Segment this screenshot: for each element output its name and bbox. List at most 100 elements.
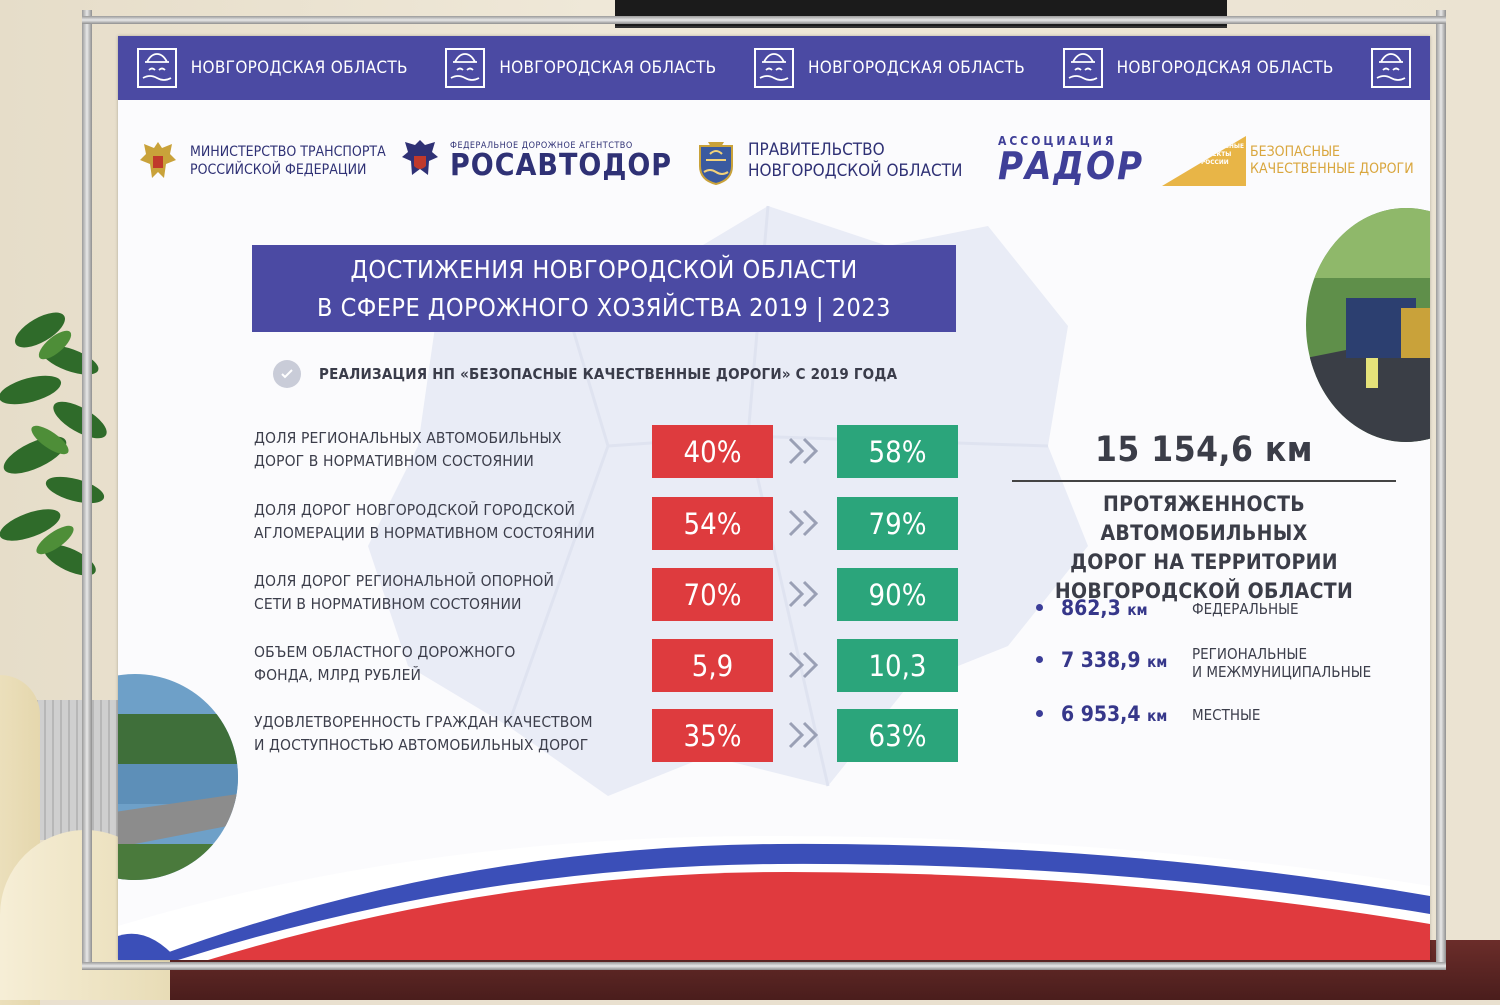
indicator-label: ОБЪЕМ ОБЛАСТНОГО ДОРОЖНОГО ФОНДА, МЛРД Р… — [254, 641, 634, 687]
header-unit: НОВГОРОДСКАЯ ОБЛАСТЬ — [136, 48, 408, 88]
frame-pipe-bottom — [82, 962, 1446, 970]
subtitle-row: РЕАЛИЗАЦИЯ НП «БЕЗОПАСНЫЕ КАЧЕСТВЕННЫЕ Д… — [273, 360, 897, 388]
total-length-block: 15 154,6 км ПРОТЯЖЕННОСТЬ АВТОМОБИЛЬНЫХ … — [1010, 430, 1398, 606]
bkd-line1: БЕЗОПАСНЫЕ — [1250, 144, 1341, 160]
breakdown-label-line2: И МЕЖМУНИЦИПАЛЬНЫЕ — [1192, 663, 1372, 681]
novgorod-coat-of-arms-icon — [699, 142, 733, 186]
indicator-label-line1: ДОЛЯ РЕГИОНАЛЬНЫХ АВТОМОБИЛЬНЫХ — [254, 429, 562, 447]
value-2023-badge: 79% — [837, 497, 958, 550]
press-wall-banner: НОВГОРОДСКАЯ ОБЛАСТЬ НОВГОРОДСКАЯ ОБЛАСТ… — [118, 36, 1430, 960]
header-region-bar: НОВГОРОДСКАЯ ОБЛАСТЬ НОВГОРОДСКАЯ ОБЛАСТ… — [118, 36, 1430, 100]
indicator-label: ДОЛЯ ДОРОГ НОВГОРОДСКОЙ ГОРОДСКОЙ АГЛОМЕ… — [254, 499, 634, 545]
rosavtodor-big-text: РОСАВТОДОР — [450, 148, 673, 183]
breakdown-label-line1: ФЕДЕРАЛЬНЫЕ — [1192, 600, 1299, 618]
rador-small-text: АССОЦИАЦИЯ — [998, 134, 1117, 148]
value-2019-badge: 40% — [652, 425, 773, 478]
indicator-label-line1: ОБЪЕМ ОБЛАСТНОГО ДОРОЖНОГО — [254, 643, 516, 661]
frame-pipe-right — [1436, 10, 1446, 970]
novgorod-emblem-icon — [753, 48, 794, 88]
indicator-row: УДОВЛЕТВОРЕННОСТЬ ГРАЖДАН КАЧЕСТВОМ И ДО… — [254, 709, 974, 763]
header-unit: НОВГОРОДСКАЯ ОБЛАСТЬ — [753, 48, 1026, 88]
value-2019-badge: 54% — [652, 497, 773, 550]
value-2019-badge: 35% — [652, 709, 773, 762]
value-2023-badge: 63% — [837, 709, 958, 762]
rador-logo: АССОЦИАЦИЯ РАДОР — [998, 134, 1145, 188]
indicator-label-line1: УДОВЛЕТВОРЕННОСТЬ ГРАЖДАН КАЧЕСТВОМ — [254, 713, 593, 731]
government-line1: ПРАВИТЕЛЬСТВО — [748, 140, 885, 160]
bullet-dot — [1036, 710, 1043, 717]
breakdown-label-line1: МЕСТНЫЕ — [1192, 706, 1261, 724]
double-headed-eagle-icon — [140, 142, 176, 178]
indicator-label: ДОЛЯ РЕГИОНАЛЬНЫХ АВТОМОБИЛЬНЫХ ДОРОГ В … — [254, 427, 634, 473]
double-chevron-right-icon — [788, 437, 819, 465]
government-line2: НОВГОРОДСКОЙ ОБЛАСТИ — [748, 161, 963, 181]
breakdown-value: 862,3 — [1061, 596, 1121, 620]
government-logo: ПРАВИТЕЛЬСТВО НОВГОРОДСКОЙ ОБЛАСТИ — [694, 136, 962, 186]
indicator-label-line2: СЕТИ В НОРМАТИВНОМ СОСТОЯНИИ — [254, 595, 522, 613]
bkd-logo: НАЦИОНАЛЬНЫЕ ПРОЕКТЫ РОССИИ БЕЗОПАСНЫЕ К… — [1162, 136, 1414, 186]
subtitle-text: РЕАЛИЗАЦИЯ НП «БЕЗОПАСНЫЕ КАЧЕСТВЕННЫЕ Д… — [319, 365, 898, 383]
rosavtodor-logo: ФЕДЕРАЛЬНОЕ ДОРОЖНОЕ АГЕНТСТВО РОСАВТОДО… — [400, 136, 672, 186]
eagle-shield-icon — [402, 140, 438, 175]
value-2023-badge: 10,3 — [837, 639, 958, 692]
header-region-label: НОВГОРОДСКАЯ ОБЛАСТЬ — [190, 58, 408, 78]
value-2019-badge: 70% — [652, 568, 773, 621]
indicator-label-line1: ДОЛЯ ДОРОГ НОВГОРОДСКОЙ ГОРОДСКОЙ — [254, 501, 576, 519]
total-desc-line3: НОВГОРОДСКОЙ ОБЛАСТИ — [1054, 579, 1354, 603]
total-length-value: 15 154,6 км — [1095, 430, 1313, 470]
header-region-label: НОВГОРОДСКАЯ ОБЛАСТЬ — [1116, 58, 1334, 78]
double-chevron-right-icon — [788, 651, 819, 679]
indicator-label-line2: ФОНДА, МЛРД РУБЛЕЙ — [254, 666, 422, 684]
total-desc-line1: ПРОТЯЖЕННОСТЬ АВТОМОБИЛЬНЫХ — [1100, 492, 1308, 545]
bullet-dot — [1036, 604, 1043, 611]
ministry-logo: МИНИСТЕРСТВО ТРАНСПОРТА РОССИЙСКОЙ ФЕДЕР… — [136, 136, 386, 186]
indicator-label: ДОЛЯ ДОРОГ РЕГИОНАЛЬНОЙ ОПОРНОЙ СЕТИ В Н… — [254, 570, 634, 616]
value-2019-badge: 5,9 — [652, 639, 773, 692]
indicator-row: ОБЪЕМ ОБЛАСТНОГО ДОРОЖНОГО ФОНДА, МЛРД Р… — [254, 639, 974, 693]
potted-plant — [0, 312, 107, 576]
value-2023-badge: 90% — [837, 568, 958, 621]
main-title: ДОСТИЖЕНИЯ НОВГОРОДСКОЙ ОБЛАСТИ В СФЕРЕ … — [252, 245, 956, 332]
breakdown-unit: км — [1147, 707, 1168, 725]
frame-pipe-top — [82, 16, 1446, 24]
header-unit: НОВГОРОДСКАЯ ОБЛАСТЬ — [445, 48, 716, 88]
tricolor-wave-decoration — [118, 836, 1430, 960]
indicator-row: ДОЛЯ РЕГИОНАЛЬНЫХ АВТОМОБИЛЬНЫХ ДОРОГ В … — [254, 425, 974, 479]
bullet-dot — [1036, 656, 1043, 663]
frame-pipe-left — [82, 10, 92, 970]
rador-big-text: РАДОР — [998, 144, 1145, 188]
radiator — [22, 700, 132, 840]
header-region-label: НОВГОРОДСКАЯ ОБЛАСТЬ — [499, 58, 717, 78]
np-badge-line1: НАЦИОНАЛЬНЫЕ — [1185, 142, 1244, 150]
breakdown-value: 7 338,9 — [1061, 648, 1141, 672]
value-2023-badge: 58% — [837, 425, 958, 478]
total-divider — [1012, 480, 1396, 482]
indicator-row: ДОЛЯ ДОРОГ НОВГОРОДСКОЙ ГОРОДСКОЙ АГЛОМЕ… — [254, 497, 974, 551]
ministry-line1: МИНИСТЕРСТВО ТРАНСПОРТА — [190, 144, 386, 160]
novgorod-emblem-icon — [445, 48, 486, 88]
total-length-description: ПРОТЯЖЕННОСТЬ АВТОМОБИЛЬНЫХ ДОРОГ НА ТЕР… — [1010, 490, 1398, 606]
total-desc-line2: ДОРОГ НА ТЕРРИТОРИИ — [1070, 550, 1338, 574]
novgorod-emblem-icon — [1062, 48, 1103, 88]
title-line2: В СФЕРЕ ДОРОЖНОГО ХОЗЯЙСТВА 2019 | 2023 — [317, 292, 891, 322]
novgorod-emblem-icon — [136, 48, 177, 88]
header-unit — [1371, 48, 1412, 88]
indicator-label-line2: ДОРОГ В НОРМАТИВНОМ СОСТОЯНИИ — [254, 452, 534, 470]
check-circle-icon — [273, 360, 301, 388]
np-badge-line3: РОССИИ — [1200, 158, 1229, 166]
double-chevron-right-icon — [788, 509, 819, 537]
novgorod-emblem-icon — [1371, 48, 1412, 88]
header-unit: НОВГОРОДСКАЯ ОБЛАСТЬ — [1062, 48, 1334, 88]
np-badge-line2: ПРОЕКТЫ — [1198, 150, 1232, 158]
partner-logos: МИНИСТЕРСТВО ТРАНСПОРТА РОССИЙСКОЙ ФЕДЕР… — [118, 132, 1430, 192]
road-paving-photo — [1306, 208, 1430, 442]
header-region-label: НОВГОРОДСКАЯ ОБЛАСТЬ — [807, 58, 1026, 78]
breakdown-value: 6 953,4 — [1061, 702, 1141, 726]
double-chevron-right-icon — [788, 580, 819, 608]
title-line1: ДОСТИЖЕНИЯ НОВГОРОДСКОЙ ОБЛАСТИ — [350, 254, 858, 284]
ministry-line2: РОССИЙСКОЙ ФЕДЕРАЦИИ — [190, 162, 367, 178]
bkd-line2: КАЧЕСТВЕННЫЕ ДОРОГИ — [1250, 161, 1414, 177]
breakdown-label-line1: РЕГИОНАЛЬНЫЕ — [1192, 645, 1307, 663]
breakdown-unit: км — [1147, 653, 1168, 671]
indicator-label-line1: ДОЛЯ ДОРОГ РЕГИОНАЛЬНОЙ ОПОРНОЙ — [254, 572, 555, 590]
